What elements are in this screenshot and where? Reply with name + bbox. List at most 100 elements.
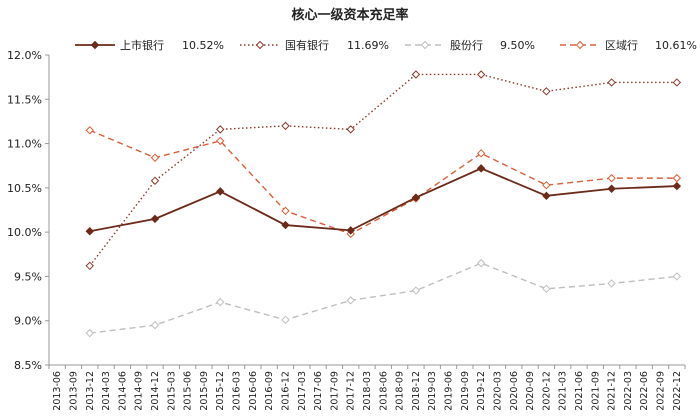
series-3 [85, 258, 682, 338]
data-point [672, 181, 682, 191]
x-axis: 2013-06 2013-09 2013-12 2014-03 2014-06 2014-… [48, 364, 686, 411]
x-tick-label: 2013-06 [52, 371, 63, 411]
data-point [150, 320, 160, 330]
legend-marker [420, 40, 430, 50]
data-point [542, 180, 551, 190]
x-tick-label: 2015-03 [166, 371, 177, 411]
x-tick-label: 2017-09 [329, 371, 340, 411]
series-1 [85, 164, 682, 236]
x-tick-label: 2018-03 [362, 371, 373, 411]
x-tick-label: 2019-12 [476, 371, 487, 411]
data-point [346, 226, 355, 235]
series-2 [85, 70, 682, 271]
y-axis: 8.5% 9.0% 9.5% 10.0% 10.5% 11.0% 11.5% 12.0% [7, 49, 50, 372]
legend-value: 10.61% [655, 39, 697, 52]
data-point [85, 227, 94, 236]
data-point [150, 153, 160, 162]
data-point [216, 136, 225, 146]
x-tick-label: 2022-06 [639, 371, 650, 411]
x-tick-label: 2020-06 [509, 371, 520, 411]
data-point [672, 272, 682, 281]
x-tick-label: 2016-09 [264, 371, 275, 411]
legend-value: 11.69% [347, 39, 389, 52]
x-tick-label: 2019-09 [460, 371, 471, 411]
data-point [542, 284, 551, 294]
legend-marker [575, 40, 585, 50]
legend-value: 10.52% [182, 39, 224, 52]
y-tick-label: 9.5% [14, 270, 42, 283]
data-point [216, 187, 225, 196]
data-point [346, 125, 355, 134]
data-point [150, 176, 160, 185]
x-tick-label: 2014-09 [134, 371, 145, 411]
legend-label: 上市银行 [120, 38, 164, 52]
data-point [411, 286, 421, 295]
data-point [216, 297, 225, 307]
data-point [85, 261, 94, 271]
data-point [150, 214, 160, 224]
data-point [607, 173, 616, 183]
x-tick-label: 2019-03 [427, 371, 438, 411]
data-point [281, 121, 290, 131]
data-point [346, 296, 355, 305]
data-point [216, 125, 225, 134]
chart-title: 核心一级资本充足率 [291, 7, 408, 23]
series-line [89, 167, 677, 233]
data-point [672, 173, 682, 183]
legend-marker [255, 40, 265, 50]
data-point [85, 328, 94, 338]
x-tick-label: 2013-09 [68, 371, 79, 411]
data-point [542, 191, 551, 201]
x-tick-label: 2020-12 [541, 371, 552, 411]
legend: 上市银行 10.52% 国有银行 11.69% 股份行 9.50% 区域行 10.61% [75, 38, 697, 52]
data-point [476, 70, 486, 79]
x-tick-label: 2019-06 [444, 371, 455, 411]
data-point [281, 220, 290, 230]
series-4 [85, 126, 682, 239]
data-point [607, 78, 616, 87]
legend-marker [90, 40, 100, 50]
x-tick-label: 2015-09 [199, 371, 210, 411]
x-tick-label: 2016-12 [280, 371, 291, 411]
legend-item-3: 股份行 9.50% [405, 39, 535, 52]
y-tick-label: 12.0% [7, 49, 42, 62]
y-tick-label: 10.0% [7, 226, 42, 239]
data-point [476, 164, 486, 173]
x-tick-label: 2021-03 [558, 371, 569, 411]
series-line [89, 129, 677, 235]
x-tick-label: 2022-12 [672, 371, 683, 411]
x-tick-label: 2014-06 [117, 371, 128, 411]
x-tick-label: 2014-12 [150, 371, 161, 411]
data-point [281, 206, 290, 216]
y-tick-label: 10.5% [7, 182, 42, 195]
x-tick-label: 2021-06 [574, 371, 585, 411]
x-tick-label: 2018-06 [378, 371, 389, 411]
x-tick-label: 2016-06 [248, 371, 259, 411]
x-tick-label: 2021-09 [590, 371, 601, 411]
x-tick-label: 2015-12 [215, 371, 226, 411]
x-tick-label: 2022-03 [623, 371, 634, 411]
legend-item-2: 国有银行 11.69% [240, 38, 389, 52]
x-tick-label: 2020-09 [525, 371, 536, 411]
y-tick-label: 9.0% [14, 315, 42, 328]
x-tick-label: 2018-09 [395, 371, 406, 411]
legend-item-1: 上市银行 10.52% [75, 38, 224, 52]
x-tick-label: 2017-06 [313, 371, 324, 411]
x-tick-label: 2017-12 [346, 371, 357, 411]
data-point [411, 70, 421, 79]
series-line [89, 73, 677, 267]
data-point [281, 315, 290, 325]
data-point [542, 87, 551, 96]
x-tick-label: 2021-12 [607, 371, 618, 411]
data-point [85, 126, 94, 135]
x-tick-label: 2013-12 [85, 371, 96, 411]
x-tick-label: 2015-06 [183, 371, 194, 411]
x-tick-label: 2014-03 [101, 371, 112, 411]
data-point [607, 279, 616, 288]
x-tick-label: 2016-03 [232, 371, 243, 411]
y-tick-label: 11.0% [7, 138, 42, 151]
legend-value: 9.50% [500, 39, 535, 52]
data-point [476, 149, 486, 158]
data-point [607, 184, 616, 193]
